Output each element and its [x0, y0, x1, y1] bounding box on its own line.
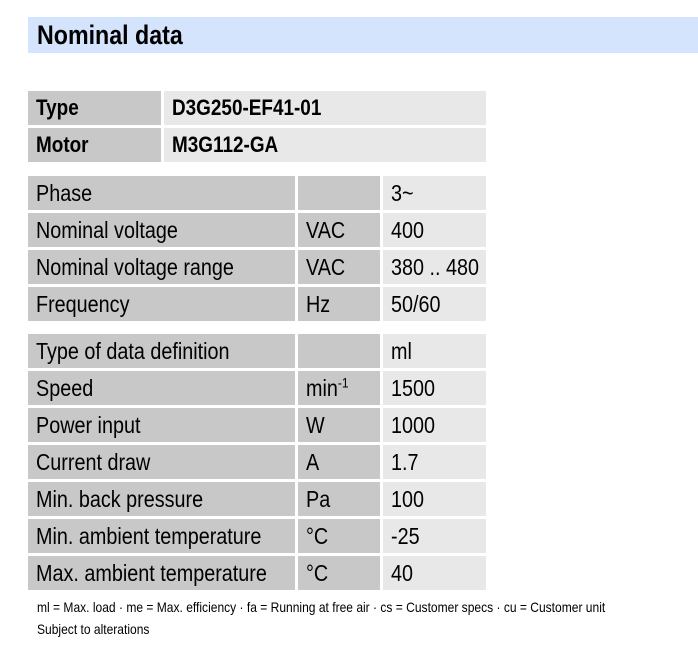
section-title: Nominal data: [37, 20, 183, 50]
ident-value: D3G250-EF41-01: [164, 91, 486, 125]
param-value: 50/60: [383, 287, 486, 321]
param-label: Speed: [28, 371, 295, 405]
param-unit: [298, 176, 380, 210]
ident-value: M3G112-GA: [164, 128, 486, 162]
param-value: 400: [383, 213, 486, 247]
param-value: ml: [383, 334, 486, 368]
param-value: 3~: [383, 176, 486, 210]
param-label: Max. ambient temperature: [28, 556, 295, 590]
param-value: 40: [383, 556, 486, 590]
param-label: Frequency: [28, 287, 295, 321]
ident-label: Type: [28, 91, 161, 125]
param-unit: A: [298, 445, 380, 479]
param-value: 1500: [383, 371, 486, 405]
param-unit: Hz: [298, 287, 380, 321]
param-value: 1000: [383, 408, 486, 442]
param-label: Min. ambient temperature: [28, 519, 295, 553]
param-label: Nominal voltage: [28, 213, 295, 247]
param-label: Type of data definition: [28, 334, 295, 368]
param-unit: °C: [298, 519, 380, 553]
param-unit: [298, 334, 380, 368]
param-value: 1.7: [383, 445, 486, 479]
param-unit: min-1: [298, 371, 380, 405]
param-value: -25: [383, 519, 486, 553]
param-unit: VAC: [298, 213, 380, 247]
param-unit: W: [298, 408, 380, 442]
unit-superscript: -1: [337, 374, 349, 391]
param-label: Phase: [28, 176, 295, 210]
param-unit: VAC: [298, 250, 380, 284]
disclaimer: Subject to alterations: [37, 621, 150, 637]
param-value: 100: [383, 482, 486, 516]
param-label: Power input: [28, 408, 295, 442]
param-label: Min. back pressure: [28, 482, 295, 516]
param-label: Nominal voltage range: [28, 250, 295, 284]
param-unit: Pa: [298, 482, 380, 516]
ident-label: Motor: [28, 128, 161, 162]
param-unit: °C: [298, 556, 380, 590]
section-header: Nominal data: [28, 17, 698, 53]
footnote: ml = Max. load · me = Max. efficiency · …: [37, 599, 606, 615]
param-value: 380 .. 480: [383, 250, 486, 284]
param-label: Current draw: [28, 445, 295, 479]
